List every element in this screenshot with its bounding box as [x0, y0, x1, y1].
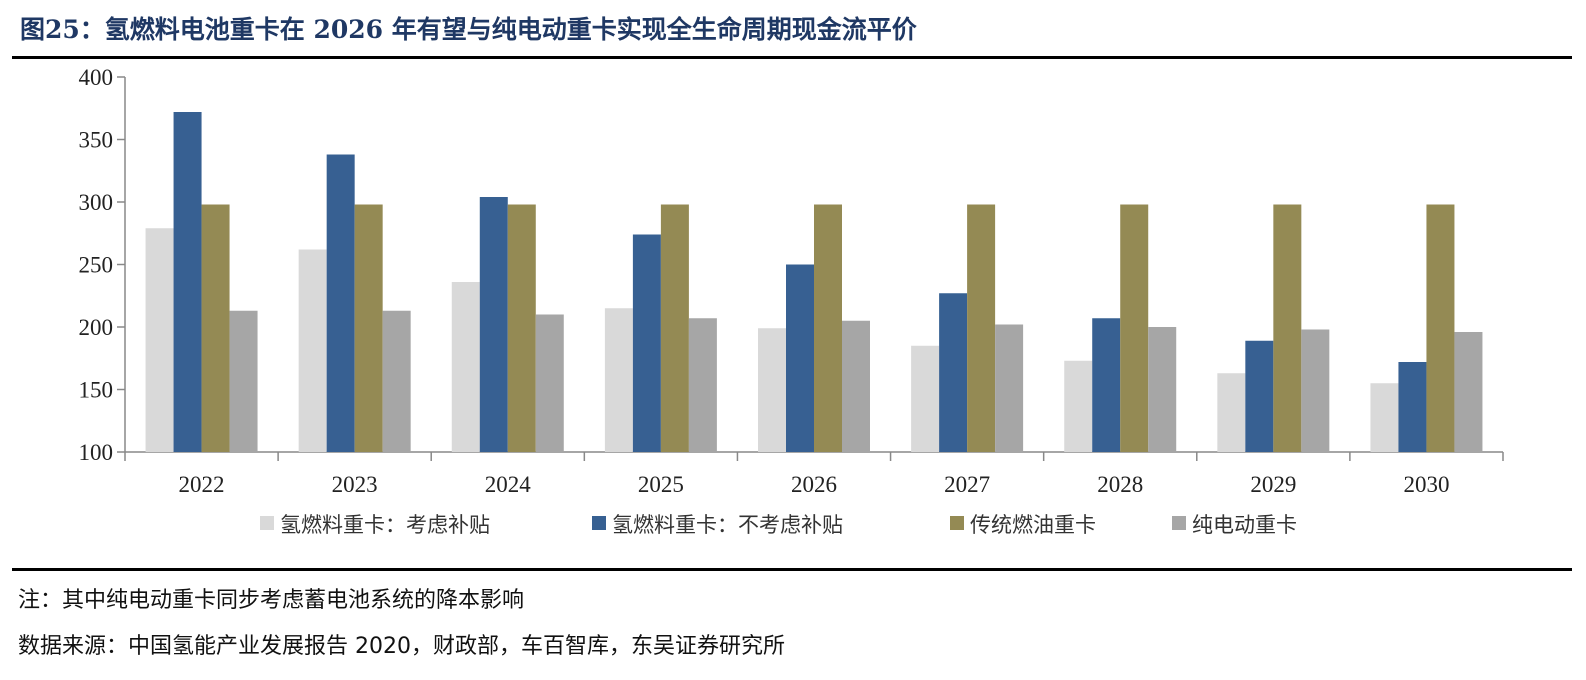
bar-2028-series-1 [1064, 360, 1093, 452]
bar-2025-series-2 [632, 234, 661, 452]
bar-2025-series-3 [660, 204, 689, 452]
bar-2029-series-2 [1245, 340, 1274, 452]
bar-2030-series-1 [1370, 383, 1399, 452]
x-tick-label: 2029 [1250, 472, 1296, 497]
legend-label: 氢燃料重卡：不考虑补贴 [612, 513, 843, 537]
bar-2026-series-2 [786, 264, 814, 452]
bar-2024-series-1 [451, 282, 480, 452]
bar-2027-series-4 [995, 324, 1024, 452]
bar-2026-series-1 [758, 328, 786, 452]
bar-2022-series-1 [145, 228, 174, 452]
y-tick-label: 300 [79, 190, 114, 215]
x-tick-label: 2023 [332, 472, 378, 497]
bar-2022-series-3 [201, 204, 230, 452]
bar-2029-series-3 [1273, 204, 1302, 452]
bar-2028-series-2 [1092, 318, 1121, 452]
bar-2028-series-3 [1120, 204, 1149, 452]
figure-note: 注：其中纯电动重卡同步考虑蓄电池系统的降本影响 [18, 588, 525, 613]
legend-swatch [592, 516, 606, 530]
bar-2026-series-3 [814, 204, 842, 452]
bar-2024-series-2 [479, 197, 508, 452]
bar-2022-series-4 [229, 310, 258, 452]
x-tick-label: 2025 [638, 472, 684, 497]
bar-2024-series-4 [535, 314, 564, 452]
bar-2030-series-3 [1426, 204, 1455, 452]
bar-2028-series-4 [1148, 327, 1177, 452]
legend-swatch [260, 516, 274, 530]
figure-title: 图25：氢燃料电池重卡在 2026 年有望与纯电动重卡实现全生命周期现金流平价 [20, 15, 917, 44]
bar-2029-series-1 [1217, 373, 1246, 452]
bar-2027-series-1 [911, 345, 940, 452]
bar-2030-series-4 [1454, 332, 1483, 452]
legend-label: 传统燃油重卡 [970, 513, 1096, 537]
bars [145, 112, 1483, 452]
bar-2023-series-3 [354, 204, 383, 452]
bar-2022-series-2 [173, 112, 202, 452]
bar-2029-series-4 [1301, 329, 1330, 452]
x-tick-label: 2024 [485, 472, 532, 497]
top-rule [12, 56, 1572, 59]
bar-2023-series-2 [326, 154, 355, 452]
x-tick-label: 2030 [1403, 472, 1449, 497]
x-tick-label: 2026 [791, 472, 837, 497]
bar-2030-series-2 [1398, 362, 1427, 452]
bar-2027-series-2 [939, 293, 968, 452]
bar-2026-series-4 [842, 320, 870, 452]
legend-swatch [1172, 516, 1186, 530]
y-tick-label: 400 [79, 65, 114, 90]
bar-2024-series-3 [507, 204, 536, 452]
bar-2023-series-4 [382, 310, 411, 452]
x-tick-label: 2027 [944, 472, 990, 497]
bar-2025-series-4 [688, 318, 717, 452]
bar-2025-series-1 [604, 308, 633, 452]
bottom-rule [12, 568, 1572, 571]
legend-label: 纯电动重卡 [1192, 513, 1297, 537]
y-tick-label: 350 [79, 128, 114, 153]
x-tick-label: 2022 [179, 472, 225, 497]
y-tick-label: 100 [79, 440, 114, 465]
y-axis: 100 150 200 250 300 350 400 [79, 65, 126, 465]
y-tick-label: 200 [79, 315, 114, 340]
x-axis: 2022 2023 2024 2025 2026 2027 2028 2029 2030 [124, 451, 1504, 497]
y-tick-label: 150 [79, 378, 114, 403]
legend: 氢燃料重卡：考虑补贴 氢燃料重卡：不考虑补贴 传统燃油重卡 纯电动重卡 [260, 513, 1297, 537]
bar-2023-series-1 [298, 249, 327, 452]
x-tick-label: 2028 [1097, 472, 1143, 497]
y-tick-label: 250 [79, 253, 114, 278]
data-source: 数据来源：中国氢能产业发展报告 2020，财政部，车百智库，东吴证券研究所 [18, 634, 785, 659]
bar-2027-series-3 [967, 204, 996, 452]
legend-swatch [950, 516, 964, 530]
legend-label: 氢燃料重卡：考虑补贴 [280, 513, 490, 537]
